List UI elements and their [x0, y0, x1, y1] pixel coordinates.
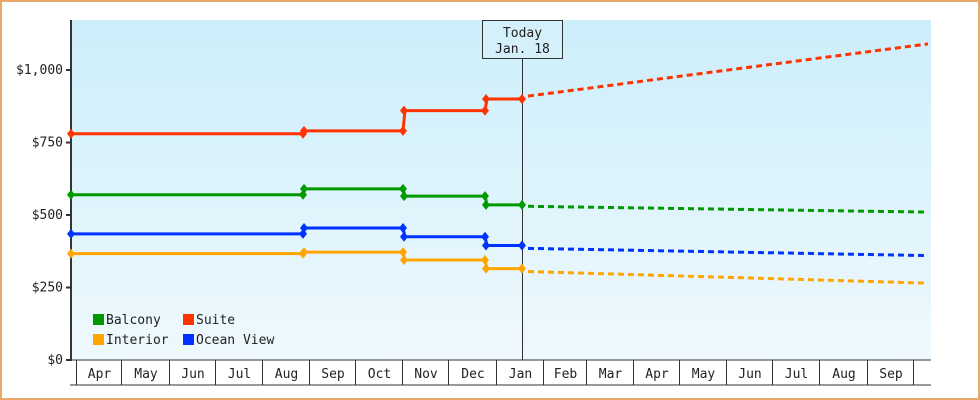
- x-tick-label: Nov: [414, 367, 438, 382]
- x-tick-label: May: [692, 367, 716, 382]
- legend-swatch: [183, 314, 194, 325]
- x-tick-label: Jul: [785, 367, 808, 382]
- today-label: Today: [503, 26, 542, 41]
- x-tick-label: Feb: [554, 367, 578, 382]
- legend-label: Suite: [196, 313, 235, 328]
- series-interior: [67, 247, 929, 285]
- x-tick-label: Aug: [275, 367, 298, 382]
- y-tick-label: $750: [32, 136, 63, 151]
- x-tick-label: Apr: [88, 367, 112, 382]
- legend-swatch: [183, 334, 194, 345]
- x-tick-label: Aug: [832, 367, 855, 382]
- legend-label: Ocean View: [196, 333, 274, 348]
- x-tick-label: Jan: [509, 367, 532, 382]
- legend-swatch: [93, 314, 104, 325]
- legend-item-balcony: Balcony: [93, 313, 161, 328]
- x-tick-label: Apr: [645, 367, 669, 382]
- x-tick-label: Dec: [461, 367, 484, 382]
- legend-item-ocean-view: Ocean View: [183, 333, 274, 348]
- legend-label: Balcony: [106, 313, 161, 328]
- x-tick-label: Mar: [599, 367, 623, 382]
- y-tick-label: $500: [32, 208, 63, 223]
- x-tick-label: Sep: [879, 367, 903, 382]
- x-tick-label: Jul: [228, 367, 251, 382]
- legend: Balcony Suite Interior Ocean View: [93, 313, 274, 348]
- plot-area: [71, 20, 931, 360]
- x-tick-label: Oct: [368, 367, 391, 382]
- today-date: Jan. 18: [495, 42, 550, 57]
- series-ocean-view: [67, 223, 929, 258]
- y-tick-label: $0: [47, 353, 63, 368]
- x-tick-label: Sep: [321, 367, 345, 382]
- series-suite: [67, 42, 929, 139]
- legend-label: Interior: [106, 333, 169, 348]
- legend-item-interior: Interior: [93, 333, 169, 348]
- legend-swatch: [93, 334, 104, 345]
- y-tick-label: $250: [32, 281, 63, 296]
- series-lines: [67, 42, 929, 285]
- x-axis: Apr May Jun Jul Aug Sep Oct Nov Dec Jan Feb Mar Apr M…: [70, 359, 931, 386]
- series-balcony: [67, 183, 929, 214]
- x-tick-label: Jun: [738, 367, 761, 382]
- y-tick-label: $1,000: [16, 63, 63, 78]
- x-tick-label: May: [134, 367, 158, 382]
- legend-item-suite: Suite: [183, 313, 235, 328]
- y-axis: $0 $250 $500 $750 $1,000: [16, 20, 72, 368]
- x-tick-label: Jun: [181, 367, 204, 382]
